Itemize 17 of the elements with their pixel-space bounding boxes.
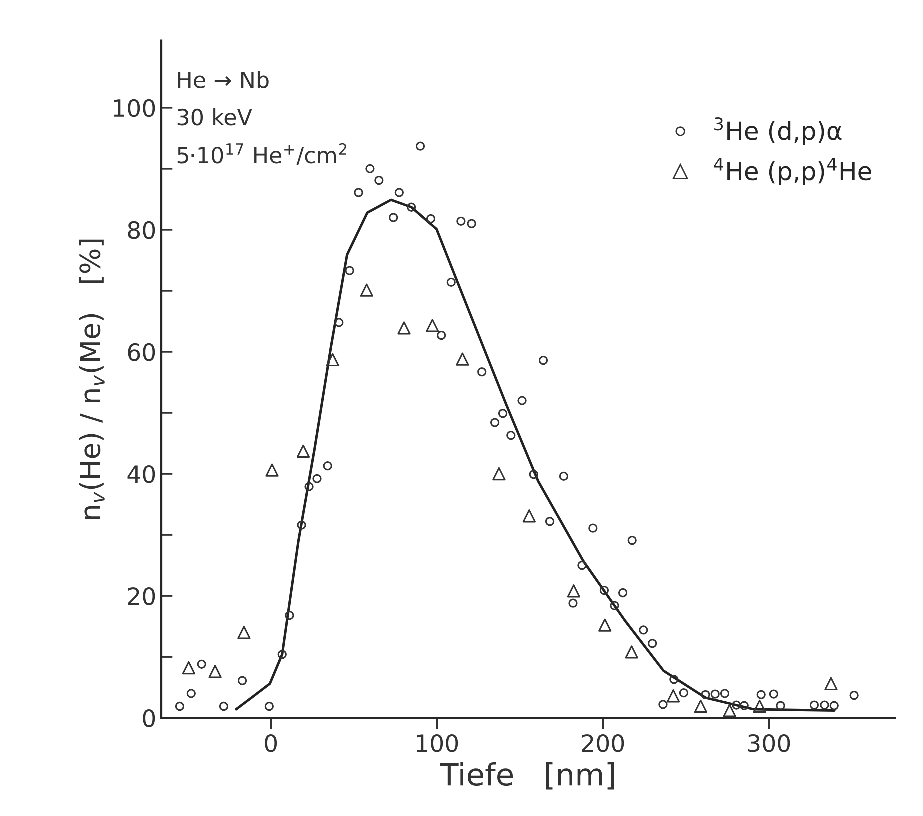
x-tick-label: 0 (265, 734, 278, 752)
y-tick-label: 40 (128, 465, 156, 484)
annotation: He → Nb (178, 71, 269, 88)
x-tick-label: 300 (748, 734, 790, 752)
annotation: 30 keV (178, 108, 252, 126)
y-tick-label: 60 (128, 343, 156, 362)
x-axis-title: Tiefe [nm] (440, 762, 614, 790)
legend-label: $^{3}$He (d,p)α (714, 117, 842, 146)
x-tick-label: 100 (417, 734, 458, 752)
y-tick-label: 20 (128, 587, 156, 606)
annotation: 5·10$^{17}$ He$^{+}$/cm$^{2}$ (178, 143, 346, 166)
y-tick-label: 0 (143, 710, 156, 728)
y-tick-label: 100 (114, 99, 156, 118)
y-axis-title: n$_{v}$(He) / n$_{v}$(Me) [%] (79, 240, 105, 520)
legend-label: $^{4}$He (p,p)$^{4}$He (714, 158, 872, 186)
y-tick-label: 80 (128, 221, 156, 240)
x-tick-label: 200 (582, 734, 624, 752)
